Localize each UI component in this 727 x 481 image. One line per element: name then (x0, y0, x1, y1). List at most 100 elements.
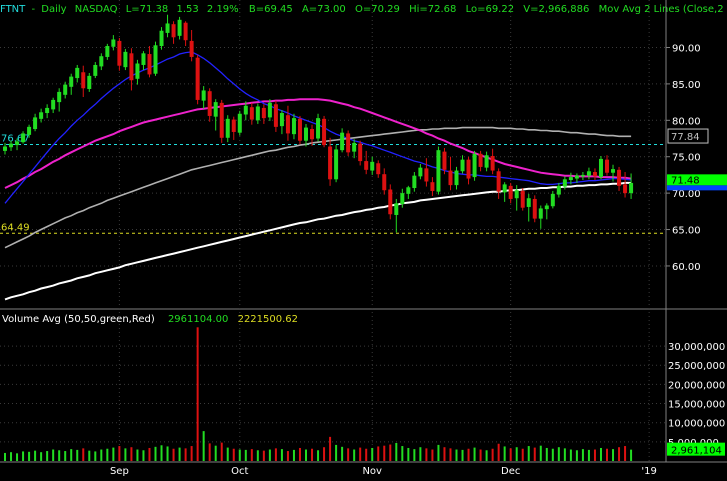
ma-magenta-line (4, 98, 632, 189)
candle-body (285, 115, 290, 134)
volume-bar (353, 449, 356, 461)
candle-body (310, 129, 315, 140)
volume-marker-label: 2,961,104 (671, 446, 722, 457)
candle-body (183, 22, 188, 41)
candle-body (442, 151, 447, 170)
candle-body (249, 107, 254, 120)
candle-body (400, 193, 405, 205)
candle-body (592, 172, 597, 177)
price-tick-label: 90.00 (672, 43, 701, 54)
candle-body (424, 168, 429, 182)
candle-body (544, 205, 549, 210)
header-study: Mov Avg 2 Lines (Close,2 (599, 4, 724, 15)
volume-bar (16, 453, 19, 461)
candle-body (195, 57, 200, 100)
candle-body (340, 132, 345, 151)
volume-bar (40, 452, 43, 461)
volume-bar (196, 327, 199, 461)
volume-bar (335, 444, 338, 461)
header-exchange: NASDAQ (75, 4, 118, 15)
volume-bar (443, 447, 446, 461)
volume-bar (112, 447, 115, 461)
volume-bar (461, 449, 464, 461)
volume-bar (395, 442, 398, 461)
candle-body (291, 118, 296, 135)
volume-bar (563, 448, 566, 461)
volume-bar (10, 452, 13, 461)
candle-body (370, 161, 375, 171)
candle-body (358, 143, 363, 162)
candle-body (346, 133, 351, 153)
volume-bar (539, 445, 542, 461)
volume-bar (618, 447, 621, 461)
candle-body (568, 177, 573, 181)
volume-bar (184, 448, 187, 461)
candle-body (430, 182, 435, 191)
candle-body (394, 203, 399, 215)
volume-bar (323, 447, 326, 461)
volume-bar (359, 447, 362, 461)
marker-label: 71.48 (671, 175, 700, 186)
candle-body (75, 67, 80, 79)
candle-body (159, 30, 164, 47)
volume-bar (190, 446, 193, 461)
volume-bar (341, 446, 344, 461)
volume-bar (317, 450, 320, 461)
volume-bar (371, 447, 374, 461)
x-tick-label: '19 (641, 466, 656, 477)
candle-body (213, 102, 218, 117)
volume-bar (262, 450, 265, 461)
volume-bars (4, 327, 633, 461)
candle-body (141, 53, 146, 65)
volume-bar (545, 447, 548, 461)
candle-body (460, 159, 465, 172)
candle-body (189, 40, 194, 57)
volume-bar (88, 450, 91, 461)
volume-bar (521, 448, 524, 461)
volume-tick-label: 25,000,000 (668, 361, 725, 372)
volume-bar (413, 449, 416, 461)
volume-bar (52, 449, 55, 461)
candle-body (9, 143, 14, 148)
volume-bar (238, 449, 241, 461)
volume-bar (401, 446, 404, 461)
candle-body (57, 91, 62, 103)
x-tick-label: Nov (362, 466, 382, 477)
volume-bar (268, 449, 271, 461)
price-tick-label: 60.00 (672, 262, 701, 273)
volume-tick-label: 10,000,000 (668, 419, 725, 430)
header-change: 1.53 (176, 4, 198, 15)
candle-body (556, 185, 561, 195)
candle-body (478, 153, 483, 167)
volume-bar (232, 448, 235, 461)
ma-white-line (4, 181, 632, 301)
volume-bar (274, 448, 277, 461)
volume-bar (226, 447, 229, 461)
candle-body (207, 91, 212, 116)
volume-bar (551, 448, 554, 461)
price-tick-label: 65.00 (672, 226, 701, 237)
volume-bar (166, 446, 169, 461)
candle-body (147, 54, 152, 75)
candle-body (237, 113, 242, 133)
volume-bar (389, 444, 392, 461)
candle-body (255, 106, 260, 121)
volume-tick-label: 30,000,000 (668, 342, 725, 353)
level-label: 76.67 (1, 134, 30, 145)
volume-bar (214, 445, 217, 461)
header-volume: V=2,966,886 (523, 4, 589, 15)
candle-body (526, 198, 531, 207)
x-tick-label: Sep (110, 466, 129, 477)
volume-bar (208, 443, 211, 461)
volume-bar (509, 448, 512, 461)
volume-bar (599, 447, 602, 461)
grid (0, 0, 666, 462)
volume-bar (311, 448, 314, 461)
candle-body (586, 171, 591, 176)
candle-body (454, 170, 459, 186)
volume-bar (76, 449, 79, 461)
volume-header: Volume Avg (50,50,green,Red) 2961104.00 … (2, 314, 298, 325)
volume-bar (100, 449, 103, 461)
volume-bar (533, 447, 536, 461)
